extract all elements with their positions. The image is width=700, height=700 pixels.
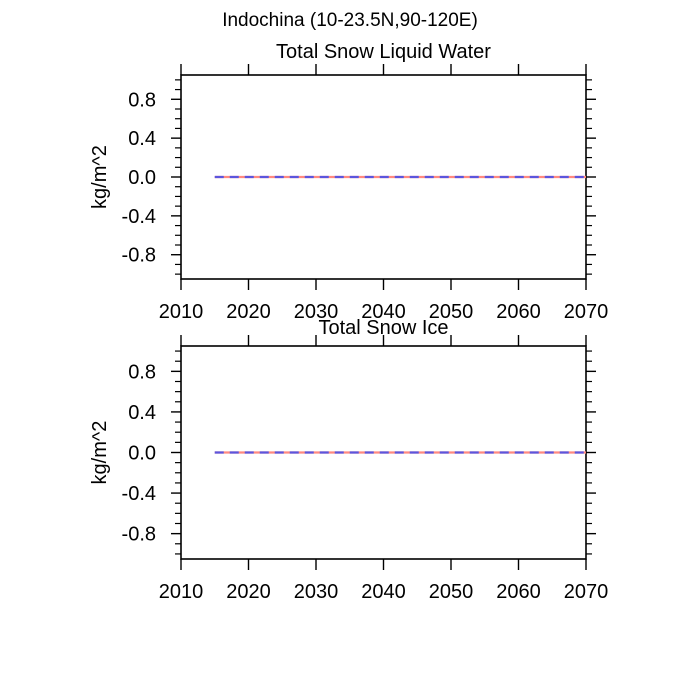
y-tick-label: -0.8 — [122, 245, 156, 267]
x-tick-label: 2040 — [361, 301, 406, 323]
x-tick-label: 2050 — [429, 581, 474, 603]
x-tick-label: 2070 — [564, 301, 609, 323]
x-tick-label: 2060 — [496, 301, 541, 323]
y-tick-label: -0.8 — [122, 524, 156, 546]
y-tick-label: -0.4 — [122, 206, 156, 228]
plot2-title: Total Snow Ice — [318, 317, 449, 339]
y-tick-label: 0.4 — [128, 128, 156, 150]
legend: CU (yrs 2015-2070) DU (yrs 2015-2070) — [0, 622, 700, 692]
y-tick-label: 0.0 — [128, 443, 156, 465]
x-tick-label: 2070 — [564, 581, 609, 603]
x-tick-label: 2030 — [294, 301, 339, 323]
y-tick-label: 0.8 — [128, 361, 156, 383]
x-tick-label: 2010 — [159, 581, 204, 603]
x-tick-label: 2060 — [496, 581, 541, 603]
plot1-title: Total Snow Liquid Water — [276, 41, 491, 63]
y-tick-label: -0.4 — [122, 483, 156, 505]
x-tick-label: 2050 — [429, 301, 474, 323]
figure-title: Indochina (10-23.5N,90-120E) — [222, 10, 478, 31]
x-tick-label: 2030 — [294, 581, 339, 603]
x-tick-label: 2020 — [226, 581, 271, 603]
y-tick-label: 0.0 — [128, 167, 156, 189]
x-tick-label: 2010 — [159, 301, 204, 323]
y-tick-label: 0.8 — [128, 89, 156, 111]
y-tick-label: 0.4 — [128, 402, 156, 424]
y-axis-label: kg/m^2 — [89, 145, 111, 209]
y-axis-label: kg/m^2 — [89, 421, 111, 485]
x-tick-label: 2020 — [226, 301, 271, 323]
x-tick-label: 2040 — [361, 581, 406, 603]
